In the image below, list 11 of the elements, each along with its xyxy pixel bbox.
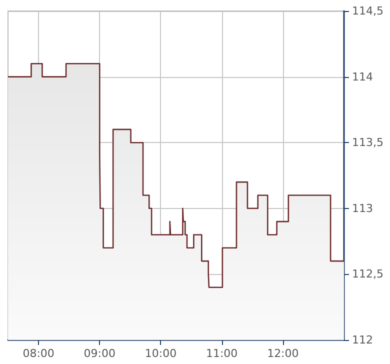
x-tick-label: 12:00 bbox=[267, 347, 299, 360]
x-tick-label: 09:00 bbox=[84, 347, 116, 360]
y-tick-label: 114,5 bbox=[352, 4, 384, 18]
y-tick-label: 112 bbox=[352, 334, 373, 346]
y-tick-label: 113,5 bbox=[352, 136, 384, 150]
y-tick-label: 112,5 bbox=[352, 268, 384, 281]
x-tick-label: 10:00 bbox=[144, 347, 177, 360]
y-tick-label: 113 bbox=[352, 202, 373, 215]
y-tick-label: 114 bbox=[352, 70, 373, 84]
x-tick-label: 11:00 bbox=[206, 347, 238, 360]
x-tick-label: 08:00 bbox=[22, 347, 54, 360]
